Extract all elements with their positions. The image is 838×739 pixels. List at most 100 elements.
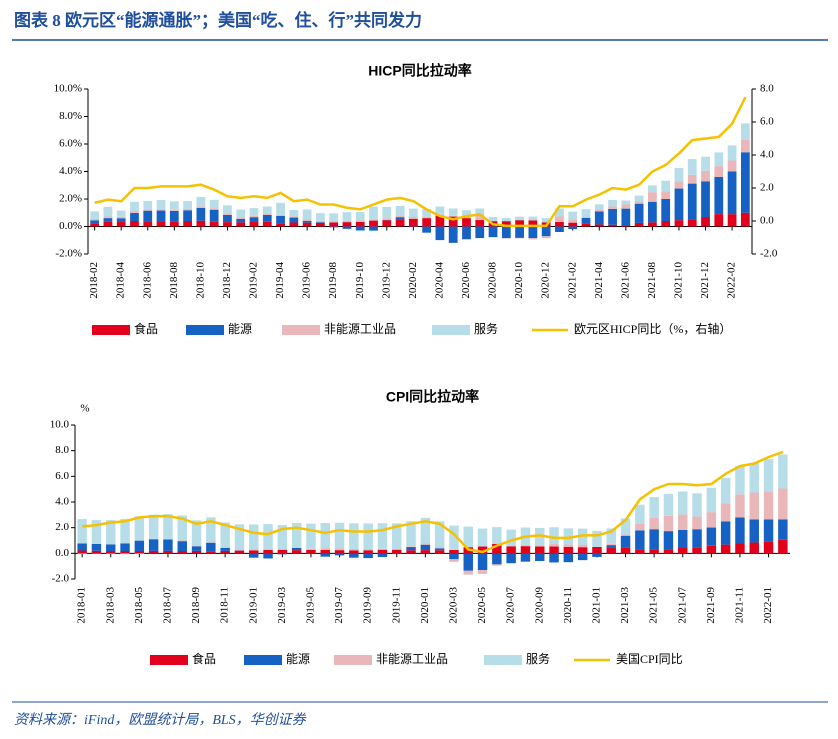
bar-segment: [363, 550, 373, 554]
bar-segment: [568, 222, 578, 227]
bar-segment: [169, 210, 179, 222]
bar-segment: [320, 549, 330, 554]
bar-segment: [549, 527, 559, 544]
bar-segment: [568, 211, 578, 220]
bar-segment: [692, 547, 702, 554]
bar-segment: [463, 553, 473, 571]
bar-segment: [249, 215, 259, 218]
bar-segment: [276, 215, 285, 224]
bar-segment: [236, 218, 246, 223]
bar-segment: [329, 221, 339, 223]
bar-segment: [143, 209, 153, 211]
y-tick-label: 10.0: [50, 419, 70, 431]
bar-segment: [608, 208, 617, 225]
bar-segment: [678, 514, 688, 530]
bar-segment: [492, 564, 502, 566]
bar-segment: [674, 168, 684, 182]
x-tick-label: 2021-04: [593, 262, 605, 299]
bar-segment: [236, 209, 246, 218]
bar-segment: [528, 216, 538, 221]
bar-segment: [395, 217, 405, 220]
bar-segment: [663, 549, 674, 554]
bar-segment: [329, 213, 339, 222]
x-tick-label: 2018-07: [161, 587, 173, 624]
bar-segment: [223, 213, 232, 215]
x-tick-label: 2020-09: [533, 587, 545, 624]
bar-segment: [191, 550, 202, 554]
bar-segment: [463, 570, 473, 575]
bar-segment: [740, 212, 750, 227]
bar-segment: [349, 523, 359, 549]
bar-segment: [449, 549, 459, 554]
bar-segment: [594, 204, 604, 210]
bar-segment: [116, 218, 126, 222]
bar-segment: [262, 206, 272, 214]
x-tick-label: 2021-11: [733, 587, 745, 623]
bar-segment: [634, 201, 644, 204]
bar-segment: [606, 543, 616, 546]
x-tick-label: 2019-12: [380, 262, 392, 299]
x-tick-label: 2020-12: [540, 262, 552, 299]
bar-segment: [735, 494, 745, 518]
bar-segment: [488, 217, 498, 222]
bar-segment: [116, 216, 126, 219]
bar-segment: [678, 491, 688, 515]
bar-segment: [183, 210, 192, 221]
bar-segment: [234, 549, 245, 551]
bar-segment: [674, 220, 684, 227]
bar-segment: [120, 518, 130, 544]
bar-segment: [277, 553, 288, 555]
bar-segment: [778, 539, 788, 554]
bar-segment: [169, 209, 179, 211]
bar-segment: [448, 216, 458, 227]
x-tick-label: 2019-01: [247, 587, 259, 624]
bar-segment: [302, 219, 312, 221]
y-tick-label: 2.0: [55, 521, 69, 533]
bar-segment: [663, 493, 674, 516]
bar-segment: [236, 222, 246, 227]
x-tick-label: 2019-02: [248, 262, 260, 299]
bar-segment: [749, 462, 759, 493]
bar-segment: [134, 540, 145, 552]
bar-segment: [334, 553, 345, 556]
bar-segment: [349, 548, 359, 551]
bar-segment: [563, 544, 574, 547]
y-tick-label: 4.0%: [59, 165, 82, 177]
bar-segment: [661, 180, 671, 192]
source-note: 资料来源：iFind，欧盟统计局，BLS，华创证券: [14, 712, 307, 728]
bar-segment: [306, 549, 316, 554]
bar-segment: [501, 217, 511, 222]
chart-title: HICP同比拉动率: [368, 63, 471, 79]
bar-segment: [528, 220, 538, 227]
y2-tick-label: -2.0: [760, 248, 778, 260]
x-tick-label: 2018-05: [133, 587, 145, 624]
bar-segment: [555, 221, 564, 227]
bar-segment: [661, 221, 671, 227]
bar-segment: [555, 208, 564, 217]
figure-title: 图表 8 欧元区“能源通胀”；美国“吃、住、行”共同发力: [14, 10, 422, 30]
bar-segment: [395, 205, 405, 216]
bar-segment: [156, 199, 166, 210]
x-tick-label: 2018-10: [194, 262, 206, 299]
bar-segment: [763, 491, 774, 520]
bar-segment: [477, 570, 488, 574]
bar-segment: [701, 181, 710, 218]
bar-segment: [608, 199, 617, 207]
x-tick-label: 2018-08: [168, 262, 180, 299]
bar-segment: [720, 544, 731, 554]
y-tick-label: -2.0%: [55, 248, 82, 260]
bar-segment: [106, 544, 116, 552]
bar-segment: [120, 543, 130, 552]
bar-segment: [701, 217, 710, 227]
bar-segment: [234, 550, 245, 554]
bar-segment: [302, 209, 312, 220]
bar-segment: [103, 221, 113, 227]
bar-segment: [740, 152, 750, 213]
bar-segment: [420, 543, 431, 545]
bar-segment: [206, 542, 216, 552]
line-series: [94, 96, 747, 228]
bar-segment: [103, 206, 113, 217]
bar-segment: [581, 217, 591, 224]
bar-segment: [234, 524, 245, 550]
